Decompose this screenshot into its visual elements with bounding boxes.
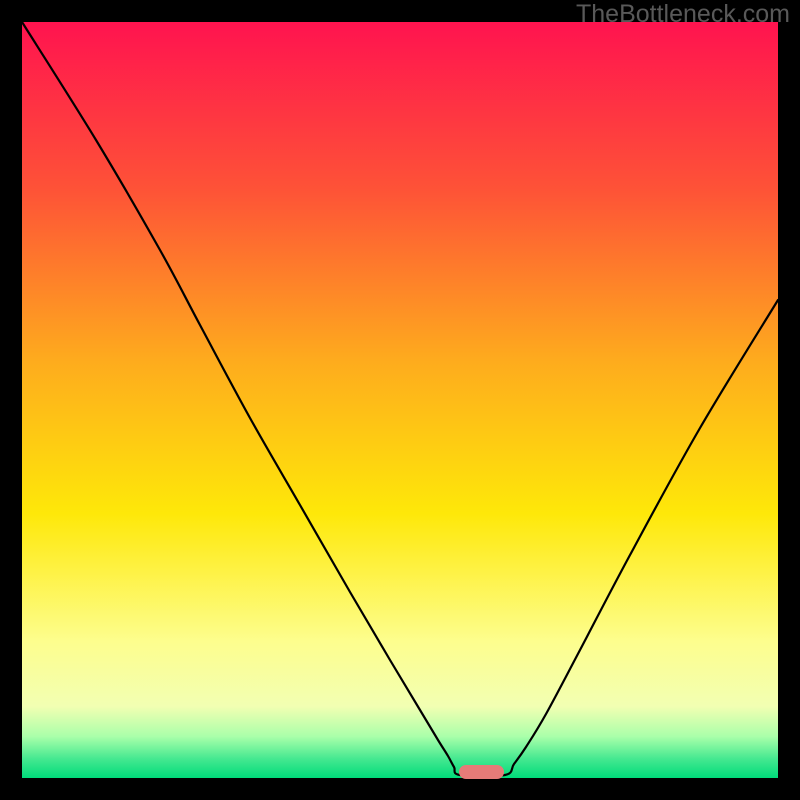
chart-canvas: TheBottleneck.com: [0, 0, 800, 800]
watermark-text: TheBottleneck.com: [576, 0, 790, 29]
sweet-spot-marker: [459, 765, 504, 779]
bottleneck-curve: [0, 0, 800, 800]
curve-path: [22, 22, 778, 776]
